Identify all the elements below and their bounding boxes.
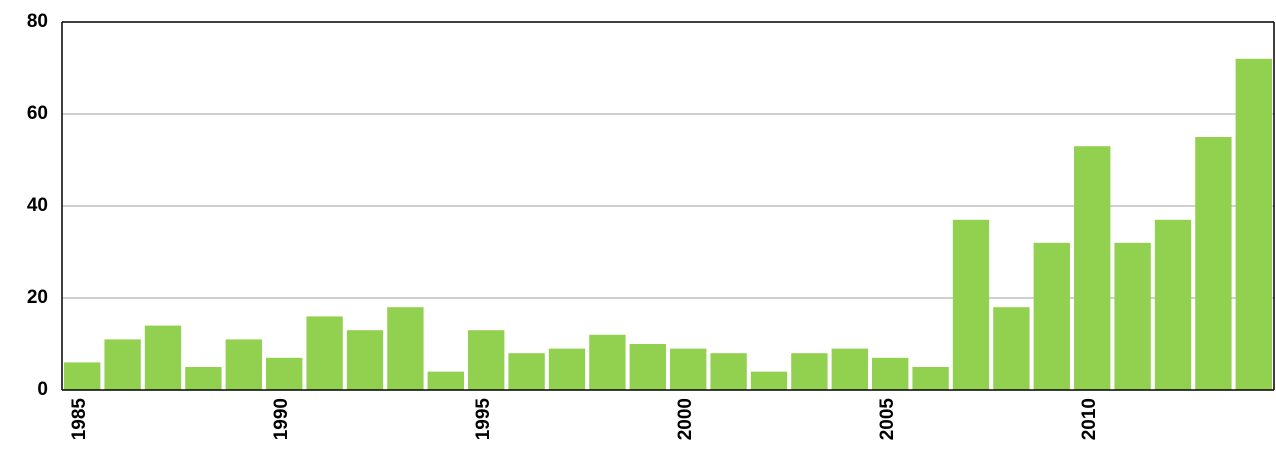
bar bbox=[993, 307, 1030, 390]
bar bbox=[1235, 58, 1272, 391]
x-tick-label: 1995 bbox=[473, 398, 494, 441]
y-tick-label: 60 bbox=[27, 103, 48, 124]
bar bbox=[427, 371, 464, 390]
bar bbox=[1154, 219, 1192, 390]
bar bbox=[831, 348, 868, 390]
bar bbox=[64, 362, 101, 390]
x-tick-label: 1990 bbox=[271, 398, 292, 440]
y-tick-label: 80 bbox=[27, 11, 48, 32]
bar bbox=[548, 348, 586, 390]
bar bbox=[144, 325, 182, 390]
bar bbox=[225, 339, 262, 390]
bar bbox=[346, 330, 384, 390]
x-tick-label: 2000 bbox=[675, 398, 696, 440]
x-tick-label: 2005 bbox=[877, 398, 898, 441]
bar bbox=[872, 357, 909, 390]
bar bbox=[750, 371, 788, 390]
y-tick-label: 20 bbox=[27, 287, 48, 308]
bar bbox=[1033, 242, 1070, 390]
x-tick-label: 2010 bbox=[1079, 398, 1100, 440]
y-tick-label: 40 bbox=[27, 195, 48, 216]
bar bbox=[589, 334, 626, 390]
bar bbox=[1074, 146, 1111, 390]
bar bbox=[266, 357, 303, 390]
x-tick-label: 1985 bbox=[69, 398, 90, 441]
bar bbox=[508, 353, 545, 390]
bar bbox=[1195, 137, 1232, 390]
bar bbox=[468, 330, 505, 390]
y-tick-label: 0 bbox=[37, 379, 48, 400]
bar bbox=[670, 348, 707, 390]
bar bbox=[912, 367, 949, 390]
bar bbox=[306, 316, 343, 390]
bar bbox=[185, 367, 222, 390]
bar bbox=[629, 344, 666, 390]
bar bbox=[1114, 242, 1151, 390]
bar bbox=[387, 307, 424, 390]
bar bbox=[952, 219, 990, 390]
bar bbox=[104, 339, 141, 390]
bar bbox=[791, 353, 828, 390]
bar bbox=[710, 353, 747, 390]
